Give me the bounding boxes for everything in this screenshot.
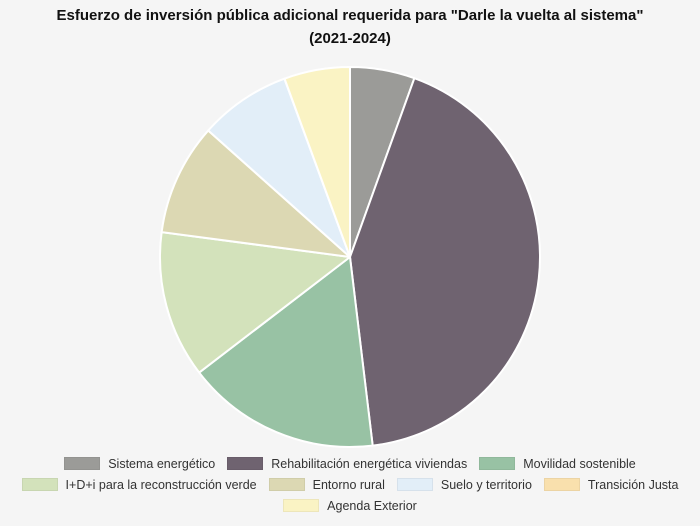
- legend-item-2[interactable]: Movilidad sostenible: [479, 455, 636, 472]
- legend-item-0[interactable]: Sistema energético: [64, 455, 215, 472]
- chart-title-line2: (2021-2024): [309, 30, 391, 47]
- legend-swatch: [283, 499, 320, 512]
- legend-item-1[interactable]: Rehabilitación energética viviendas: [227, 455, 467, 472]
- legend-swatch: [268, 478, 305, 491]
- pie-slice-1[interactable]: [349, 77, 541, 447]
- legend-item-6[interactable]: Transición Justa: [543, 476, 679, 493]
- legend-item-3[interactable]: I+D+i para la reconstrucción verde: [21, 476, 257, 493]
- legend-swatch: [479, 457, 516, 470]
- chart-title-line1: Esfuerzo de inversión pública adicional …: [56, 7, 644, 24]
- legend-item-4[interactable]: Entorno rural: [268, 476, 385, 493]
- legend-label: Suelo y territorio: [440, 477, 532, 492]
- legend-swatch: [21, 478, 58, 491]
- legend-swatch: [396, 478, 433, 491]
- legend-label: Rehabilitación energética viviendas: [271, 456, 468, 471]
- legend-label: Agenda Exterior: [327, 498, 417, 513]
- legend-label: Sistema energético: [108, 456, 216, 471]
- legend-label: Movilidad sostenible: [523, 456, 636, 471]
- legend-label: Entorno rural: [312, 477, 385, 492]
- chart-title: Esfuerzo de inversión pública adicional …: [0, 4, 700, 50]
- pie-slice-7[interactable]: [283, 66, 351, 258]
- pie-slice-2[interactable]: [198, 256, 374, 448]
- legend-swatch: [227, 457, 264, 470]
- pie-slice-3[interactable]: [159, 231, 351, 374]
- legend-item-5[interactable]: Suelo y territorio: [396, 476, 532, 493]
- legend-label: I+D+i para la reconstrucción verde: [65, 477, 257, 492]
- pie-slice-4[interactable]: [160, 129, 351, 258]
- pie-slice-5[interactable]: [207, 77, 351, 258]
- legend-item-7[interactable]: Agenda Exterior: [283, 497, 417, 514]
- legend-swatch: [64, 457, 101, 470]
- chart-legend: Sistema energético Rehabilitación energét…: [20, 455, 680, 514]
- legend-label: Transición Justa: [587, 477, 679, 492]
- legend-swatch: [543, 478, 580, 491]
